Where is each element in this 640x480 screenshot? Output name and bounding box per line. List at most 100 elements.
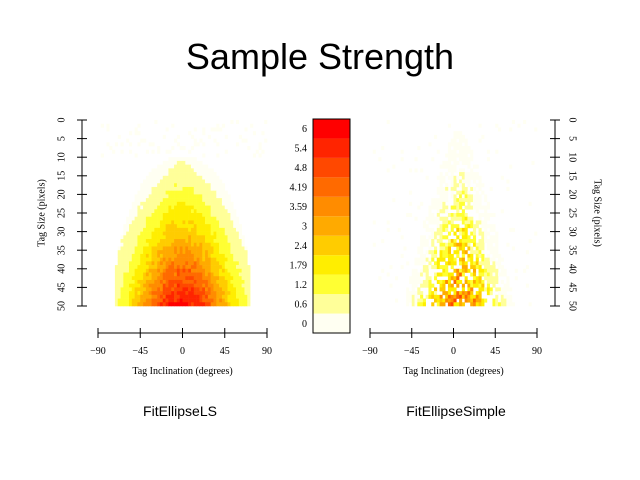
colorbar-label: 3 [302, 222, 307, 233]
heatmap-cell [176, 175, 180, 180]
heatmap-cell [486, 268, 490, 273]
heatmap-cell [185, 209, 189, 214]
heatmap-cell [439, 294, 443, 299]
heatmap-cell [467, 216, 471, 221]
heatmap-cell [205, 190, 209, 195]
heatmap-cell [168, 235, 172, 240]
heatmap-cell [202, 186, 206, 191]
heatmap-cell [436, 261, 440, 266]
heatmap-cell [420, 294, 424, 299]
heatmap-cell [470, 153, 474, 158]
heatmap-cell [190, 279, 195, 284]
heatmap-cell [258, 142, 262, 147]
heatmap-cell [188, 265, 192, 270]
heatmap-cell [484, 257, 488, 262]
heatmap-cell [205, 164, 209, 169]
heatmap-cell [472, 224, 477, 229]
heatmap-cell [131, 253, 135, 258]
heatmap-cell [193, 242, 197, 247]
heatmap-cell [459, 138, 463, 143]
heatmap-cell [157, 246, 161, 251]
heatmap-cell [221, 268, 226, 273]
heatmap-cell [202, 183, 206, 188]
heatmap-cell [464, 146, 468, 151]
heatmap-cell [134, 235, 138, 240]
heatmap-cell [162, 227, 166, 232]
heatmap-cell [193, 142, 197, 147]
heatmap-cell [503, 298, 507, 303]
heatmap-cell [216, 179, 220, 184]
heatmap-cell [154, 209, 158, 214]
heatmap-cell [145, 194, 149, 199]
heatmap-cell [247, 291, 251, 296]
heatmap-cell [411, 294, 415, 299]
heatmap-cell [216, 227, 220, 232]
heatmap-cell [171, 298, 175, 303]
heatmap-cell [224, 209, 228, 214]
heatmap-cell [238, 298, 242, 303]
heatmap-cell [498, 291, 502, 296]
heatmap-cell [165, 239, 169, 244]
heatmap-cell [123, 298, 127, 303]
heatmap-cell [459, 291, 463, 296]
heatmap-cell [456, 201, 460, 206]
heatmap-cell [205, 183, 209, 188]
heatmap-cell [207, 186, 211, 191]
heatmap-cell [126, 235, 130, 240]
heatmap-cell [148, 272, 152, 277]
heatmap-cell [165, 302, 169, 307]
heatmap-cell [188, 190, 192, 195]
heatmap-cell [224, 205, 228, 210]
heatmap-cell [436, 239, 440, 244]
heatmap-cell [179, 276, 183, 281]
colorbar-segment [313, 274, 350, 295]
heatmap-cell [461, 227, 465, 232]
heatmap-cell [131, 209, 135, 214]
heatmap-cell [120, 291, 124, 296]
heatmap-cell [162, 186, 166, 191]
colorbar-border [312, 118, 351, 334]
heatmap-cell [162, 272, 166, 277]
heatmap-cell [459, 190, 463, 195]
heatmap-cell [224, 220, 228, 225]
heatmap-cell [224, 198, 228, 203]
heatmap-cell [157, 250, 161, 255]
heatmap-cell [221, 279, 226, 284]
heatmap-cell [439, 216, 443, 221]
heatmap-cell [159, 220, 164, 225]
heatmap-cell [478, 272, 482, 277]
heatmap-cell [470, 239, 474, 244]
x-tick-label: 90 [262, 346, 272, 357]
heatmap-cell [190, 227, 195, 232]
heatmap-cell [492, 257, 496, 262]
heatmap-cell [428, 276, 432, 281]
heatmap-cell [162, 172, 166, 177]
heatmap-cell [221, 209, 226, 214]
heatmap-cell [134, 194, 138, 199]
heatmap-cell [224, 261, 228, 266]
heatmap-cell [148, 283, 152, 288]
heatmap-cell [148, 142, 152, 147]
heatmap-cell [123, 294, 127, 299]
heatmap-cell [244, 265, 248, 270]
heatmap-cell [199, 213, 203, 218]
heatmap-cell [171, 272, 175, 277]
heatmap-cell [182, 198, 186, 203]
heatmap-cell [216, 123, 220, 128]
heatmap-cell [470, 279, 474, 284]
heatmap-cell [450, 149, 454, 154]
heatmap-cell [120, 265, 124, 270]
heatmap-cell [236, 242, 240, 247]
heatmap-cell [450, 190, 454, 195]
heatmap-cell [442, 201, 446, 206]
heatmap-cell [205, 172, 209, 177]
heatmap-cell [148, 186, 152, 191]
heatmap-cell [213, 220, 217, 225]
heatmap-cell [196, 242, 200, 247]
heatmap-cell [120, 268, 124, 273]
heatmap-cell [459, 227, 463, 232]
heatmap-cell [233, 213, 237, 218]
heatmap-cell [182, 190, 186, 195]
heatmap-cell [495, 246, 499, 251]
heatmap-cell [140, 261, 144, 266]
